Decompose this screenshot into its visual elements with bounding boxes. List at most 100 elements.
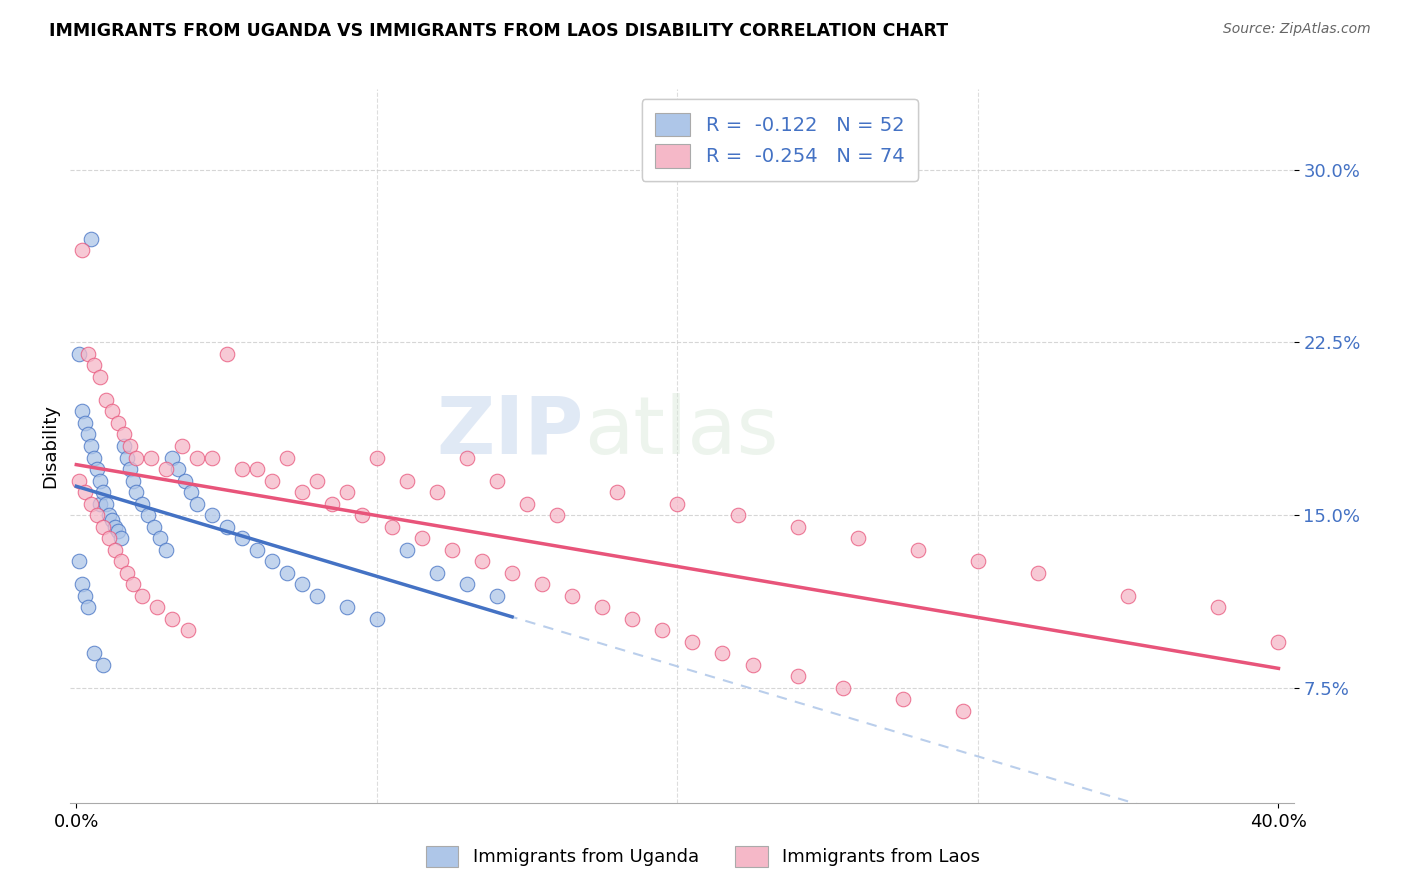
Point — [291, 485, 314, 500]
Point — [83, 359, 105, 373]
Point — [98, 508, 121, 522]
Point — [741, 657, 763, 672]
Point — [162, 612, 184, 626]
Point — [260, 554, 283, 568]
Text: ZIP: ZIP — [437, 392, 583, 471]
Point — [952, 704, 974, 718]
Point — [1267, 634, 1289, 648]
Point — [246, 542, 269, 557]
Point — [131, 497, 153, 511]
Point — [143, 519, 166, 533]
Point — [146, 600, 169, 615]
Point — [104, 519, 127, 533]
Point — [456, 577, 478, 591]
Point — [426, 566, 449, 580]
Point — [67, 554, 90, 568]
Y-axis label: Disability: Disability — [41, 404, 59, 488]
Point — [120, 439, 142, 453]
Point — [93, 519, 115, 533]
Point — [907, 542, 929, 557]
Point — [155, 542, 177, 557]
Point — [167, 462, 190, 476]
Point — [80, 497, 103, 511]
Point — [305, 474, 328, 488]
Point — [336, 485, 359, 500]
Point — [107, 416, 129, 430]
Point — [141, 450, 163, 465]
Point — [727, 508, 749, 522]
Point — [215, 519, 238, 533]
Point — [75, 485, 97, 500]
Point — [77, 347, 100, 361]
Point — [186, 450, 208, 465]
Point — [786, 519, 808, 533]
Point — [200, 450, 222, 465]
Point — [122, 577, 145, 591]
Point — [215, 347, 238, 361]
Point — [546, 508, 568, 522]
Point — [651, 623, 673, 637]
Point — [666, 497, 689, 511]
Point — [77, 427, 100, 442]
Point — [501, 566, 523, 580]
Point — [891, 692, 914, 706]
Point — [72, 404, 94, 418]
Legend: Immigrants from Uganda, Immigrants from Laos: Immigrants from Uganda, Immigrants from … — [419, 838, 987, 874]
Point — [75, 416, 97, 430]
Point — [366, 450, 388, 465]
Point — [83, 646, 105, 660]
Point — [110, 554, 132, 568]
Point — [366, 612, 388, 626]
Point — [411, 531, 433, 545]
Point — [120, 462, 142, 476]
Point — [155, 462, 177, 476]
Point — [395, 474, 418, 488]
Point — [681, 634, 703, 648]
Point — [93, 657, 115, 672]
Point — [561, 589, 583, 603]
Point — [260, 474, 283, 488]
Point — [110, 531, 132, 545]
Point — [117, 566, 139, 580]
Point — [101, 513, 124, 527]
Legend: R =  -0.122   N = 52, R =  -0.254   N = 74: R = -0.122 N = 52, R = -0.254 N = 74 — [641, 99, 918, 181]
Point — [83, 450, 105, 465]
Point — [305, 589, 328, 603]
Point — [786, 669, 808, 683]
Point — [67, 347, 90, 361]
Point — [104, 542, 127, 557]
Point — [531, 577, 554, 591]
Point — [1208, 600, 1230, 615]
Point — [186, 497, 208, 511]
Point — [621, 612, 644, 626]
Point — [395, 542, 418, 557]
Point — [117, 450, 139, 465]
Point — [138, 508, 160, 522]
Point — [112, 439, 135, 453]
Point — [831, 681, 853, 695]
Point — [80, 439, 103, 453]
Point — [176, 623, 198, 637]
Point — [125, 450, 148, 465]
Point — [486, 474, 509, 488]
Point — [77, 600, 100, 615]
Point — [336, 600, 359, 615]
Point — [86, 508, 108, 522]
Point — [967, 554, 990, 568]
Point — [321, 497, 343, 511]
Point — [173, 474, 195, 488]
Point — [67, 474, 90, 488]
Point — [381, 519, 404, 533]
Point — [89, 474, 111, 488]
Point — [107, 524, 129, 538]
Point — [93, 485, 115, 500]
Point — [426, 485, 449, 500]
Point — [291, 577, 314, 591]
Point — [98, 531, 121, 545]
Point — [162, 450, 184, 465]
Point — [86, 462, 108, 476]
Text: atlas: atlas — [583, 392, 779, 471]
Point — [112, 427, 135, 442]
Point — [101, 404, 124, 418]
Point — [131, 589, 153, 603]
